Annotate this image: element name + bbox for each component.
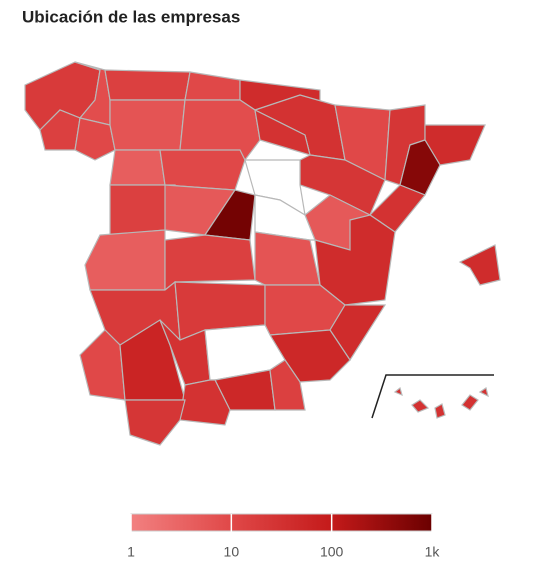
region [393, 386, 489, 419]
region [159, 149, 246, 191]
map-title: Ubicación de las empresas [22, 7, 240, 26]
region [109, 99, 186, 151]
legend: 1 10 100 1k [127, 513, 441, 560]
region [424, 124, 486, 166]
tick-label: 10 [224, 544, 240, 560]
region [184, 71, 241, 101]
region [124, 399, 186, 446]
region [269, 359, 306, 411]
region [458, 244, 501, 286]
tick-label: 1 [127, 544, 135, 560]
colorbar [130, 513, 433, 532]
region [104, 69, 191, 101]
region [119, 319, 186, 401]
region [84, 229, 166, 291]
region [74, 117, 116, 161]
region [254, 231, 321, 286]
canary-inset-frame [371, 374, 494, 419]
tick-label: 1k [425, 544, 441, 560]
regions [24, 61, 501, 446]
region [109, 149, 166, 186]
tick-label: 100 [320, 544, 344, 560]
